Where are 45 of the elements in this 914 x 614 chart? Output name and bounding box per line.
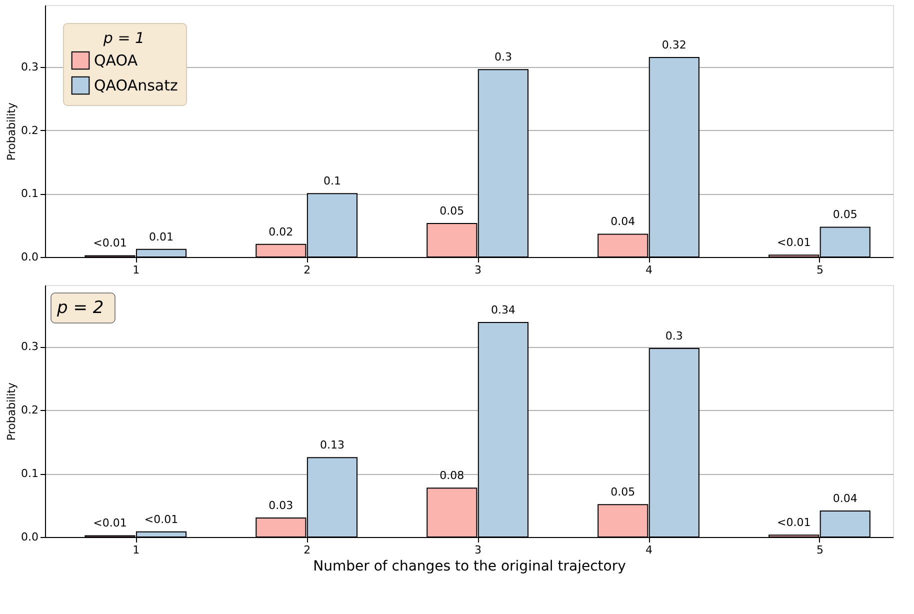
x-tick-label: 2 xyxy=(304,264,311,276)
y-tick-label: 0.2 xyxy=(21,124,38,137)
legend-label: QAOAnsatz xyxy=(94,76,178,94)
y-tick-label: 0.2 xyxy=(21,404,38,417)
x-tick-label: 4 xyxy=(646,544,653,556)
data-label: 0.05 xyxy=(440,204,464,218)
y-tick-label: 0.3 xyxy=(21,340,38,354)
data-label: 0.08 xyxy=(440,469,464,482)
y-tick-label: 0.1 xyxy=(21,467,38,480)
data-label: 0.34 xyxy=(490,303,516,316)
data-label: 0.1 xyxy=(323,174,341,188)
x-tick-label: 3 xyxy=(474,544,482,556)
data-label: <0.01 xyxy=(776,516,811,530)
y-tick-label: 0.0 xyxy=(21,530,38,544)
x-tick-label: 1 xyxy=(132,264,140,276)
y-tick-label: 0.1 xyxy=(21,187,38,200)
data-label: 0.03 xyxy=(268,498,294,512)
data-label: 0.3 xyxy=(665,329,683,342)
data-label: 0.02 xyxy=(268,225,294,238)
x-tick-label: 2 xyxy=(304,544,311,556)
data-label: <0.01 xyxy=(776,236,811,250)
y-axis-title: Probability xyxy=(5,382,18,441)
legend-title: p = 1 xyxy=(102,29,145,47)
annotation: p = 2 xyxy=(56,298,104,318)
x-tick-label: 5 xyxy=(816,264,824,276)
data-label: 0.01 xyxy=(149,230,174,244)
legend-label: QAOA xyxy=(94,52,138,70)
x-tick-label: 3 xyxy=(474,264,482,276)
x-tick-label: 1 xyxy=(132,544,140,556)
y-axis-title: Probability xyxy=(5,102,18,161)
data-label: <0.01 xyxy=(93,236,127,250)
data-label: 0.05 xyxy=(610,486,636,499)
x-tick-label: 4 xyxy=(646,264,653,276)
data-label: 0.13 xyxy=(320,438,344,452)
y-tick-label: 0.3 xyxy=(21,60,38,74)
data-label: 0.3 xyxy=(494,50,512,64)
x-axis-title: Number of changes to the original trajectory xyxy=(313,558,626,574)
data-label: 0.04 xyxy=(610,215,636,228)
data-label: <0.01 xyxy=(144,512,178,526)
data-label: 0.04 xyxy=(832,492,858,505)
y-tick-label: 0.0 xyxy=(21,250,38,264)
data-label: 0.32 xyxy=(662,38,686,52)
x-tick-label: 5 xyxy=(816,544,824,556)
data-label: <0.01 xyxy=(93,516,127,530)
data-label: 0.05 xyxy=(832,208,858,222)
